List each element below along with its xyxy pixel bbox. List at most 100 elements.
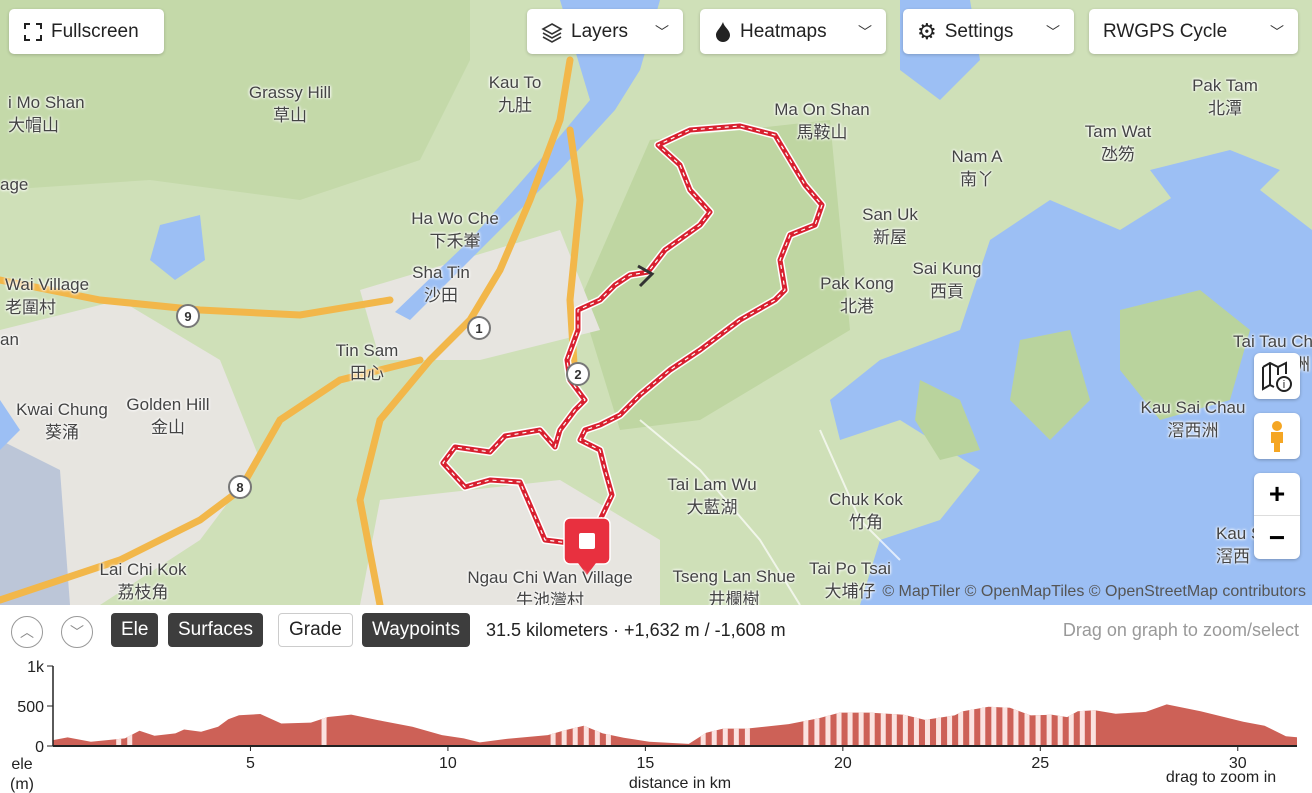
fullscreen-button[interactable]: Fullscreen (9, 9, 164, 54)
y-axis-label: (m) (10, 776, 34, 793)
elevation-area (53, 704, 1297, 746)
surface-stripe (1079, 704, 1085, 746)
map-label: Golden Hill 金山 (126, 395, 210, 437)
x-axis-label: distance in km (629, 775, 731, 792)
map-label: Grassy Hill 草山 (248, 83, 332, 125)
map-label: Tin Sam 田心 (335, 341, 399, 383)
y-tick-label: 500 (17, 699, 44, 716)
surface-stripe (722, 704, 728, 746)
expand-panel-button[interactable]: ︿ (11, 616, 43, 648)
surface-stripe (700, 704, 706, 746)
map-label: Tai Lam Wu 大藍湖 (667, 475, 757, 517)
drag-hint: Drag on graph to zoom/select (1062, 620, 1299, 640)
surface-stripe (869, 704, 875, 746)
surface-stripe (1090, 704, 1096, 746)
surface-stripe (744, 704, 750, 746)
pegman-icon (1271, 421, 1283, 452)
map-style-dropdown[interactable]: RWGPS Cycle ﹀ (1089, 9, 1298, 54)
street-view-button[interactable] (1254, 413, 1300, 459)
map-label: Wai Village 老圍村 (5, 275, 90, 317)
route-shield: 8 (228, 475, 252, 499)
tab-grade[interactable]: Grade (278, 613, 353, 647)
map-label: Tam Wat 氹笏 (1084, 122, 1152, 164)
surface-stripe (127, 704, 133, 746)
end-marker-icon (563, 517, 611, 575)
x-tick-label: 25 (1031, 755, 1049, 772)
map-base (0, 0, 1312, 605)
chevron-down-icon: ﹀ (1046, 23, 1060, 40)
surface-stripe (980, 704, 986, 746)
surface-stripe (1024, 704, 1030, 746)
surface-stripe (969, 704, 975, 746)
map-style-label: RWGPS Cycle (1103, 20, 1228, 42)
surface-stripe (836, 704, 842, 746)
surface-stripe (1068, 704, 1074, 746)
gear-icon: ⚙ (917, 18, 937, 44)
map[interactable]: i Mo Shan 大帽山 Grassy Hill 草山 Kau To 九肚 Ma O… (0, 0, 1312, 605)
surface-stripe (814, 704, 820, 746)
heatmaps-dropdown[interactable]: Heatmaps ﹀ (700, 9, 886, 54)
map-label: Kau To 九肚 (488, 73, 542, 115)
surface-stripe (880, 704, 886, 746)
flame-icon (716, 21, 730, 42)
map-label: Lai Chi Kok 荔枝角 (99, 560, 187, 602)
y-tick-label: 0 (35, 739, 44, 756)
surface-stripe (924, 704, 930, 746)
map-label: Pak Kong 北港 (820, 274, 894, 316)
tab-surfaces[interactable]: Surfaces (168, 613, 263, 647)
y-tick-label: 1k (27, 659, 45, 676)
surface-stripe (891, 704, 897, 746)
layers-icon (541, 22, 563, 43)
elevation-chart[interactable]: 0 500 1k 5 10 15 20 25 30 ele (m) distance in km… (0, 650, 1312, 793)
surface-stripe (605, 704, 611, 746)
map-label: an (0, 330, 19, 349)
svg-text:i: i (1283, 379, 1285, 391)
map-label: Kau S 滘西 (1216, 524, 1263, 566)
settings-dropdown[interactable]: ⚙ Settings ﹀ (903, 9, 1074, 54)
map-label: Kau Sai Chau 滘西洲 (1140, 398, 1246, 440)
surface-stripe (991, 704, 997, 746)
map-label: Kwai Chung 葵涌 (16, 400, 108, 442)
chevron-down-icon: ﹀ (70, 624, 84, 640)
settings-label: Settings (944, 20, 1014, 42)
zoom-out-button[interactable]: − (1254, 516, 1300, 559)
map-info-button[interactable]: i (1254, 353, 1300, 399)
surface-stripe (1046, 704, 1052, 746)
x-tick-label: 20 (834, 755, 852, 772)
map-label: Ma On Shan 馬鞍山 (774, 100, 870, 142)
surface-stripe (550, 704, 556, 746)
drag-zoom-hint: drag to zoom in (1166, 769, 1276, 786)
x-tick-label: 30 (1229, 755, 1247, 772)
route-stats: 31.5 kilometers · +1,632 m / -1,608 m (486, 620, 786, 640)
fullscreen-label: Fullscreen (51, 20, 139, 42)
surface-stripe (321, 704, 327, 746)
map-label: Tai Po Tsai 大埔仔 (809, 559, 891, 601)
heatmaps-label: Heatmaps (740, 20, 827, 42)
layers-dropdown[interactable]: Layers ﹀ (527, 9, 683, 54)
map-label: San Uk 新屋 (862, 205, 918, 247)
plus-icon: + (1268, 478, 1286, 509)
minus-icon: − (1268, 521, 1286, 553)
layers-label: Layers (571, 20, 629, 42)
map-label: Tseng Lan Shue 井欄樹 (672, 567, 796, 605)
zoom-controls: + − (1254, 473, 1300, 559)
surface-stripe (936, 704, 942, 746)
chevron-up-icon: ︿ (20, 624, 34, 640)
map-info-icon: i (1262, 361, 1292, 392)
tab-waypoints[interactable]: Waypoints (362, 613, 470, 647)
surface-stripe (913, 704, 919, 746)
zoom-in-button[interactable]: + (1254, 473, 1300, 516)
route-shield: 9 (176, 304, 200, 328)
route-shield: 1 (467, 316, 491, 340)
surface-stripe (1002, 704, 1008, 746)
y-axis-label: ele (11, 756, 32, 773)
map-label: Nam A 南丫 (951, 147, 1003, 189)
tab-ele[interactable]: Ele (111, 613, 159, 647)
map-attribution[interactable]: © MapTiler © OpenMapTiles © OpenStreetMa… (882, 583, 1306, 600)
map-label: Ha Wo Che 下禾輋 (411, 209, 499, 251)
surface-stripe (733, 704, 739, 746)
surface-stripe (1035, 704, 1041, 746)
surface-stripe (803, 704, 809, 746)
surface-stripe (825, 704, 831, 746)
collapse-panel-button[interactable]: ﹀ (61, 616, 93, 648)
